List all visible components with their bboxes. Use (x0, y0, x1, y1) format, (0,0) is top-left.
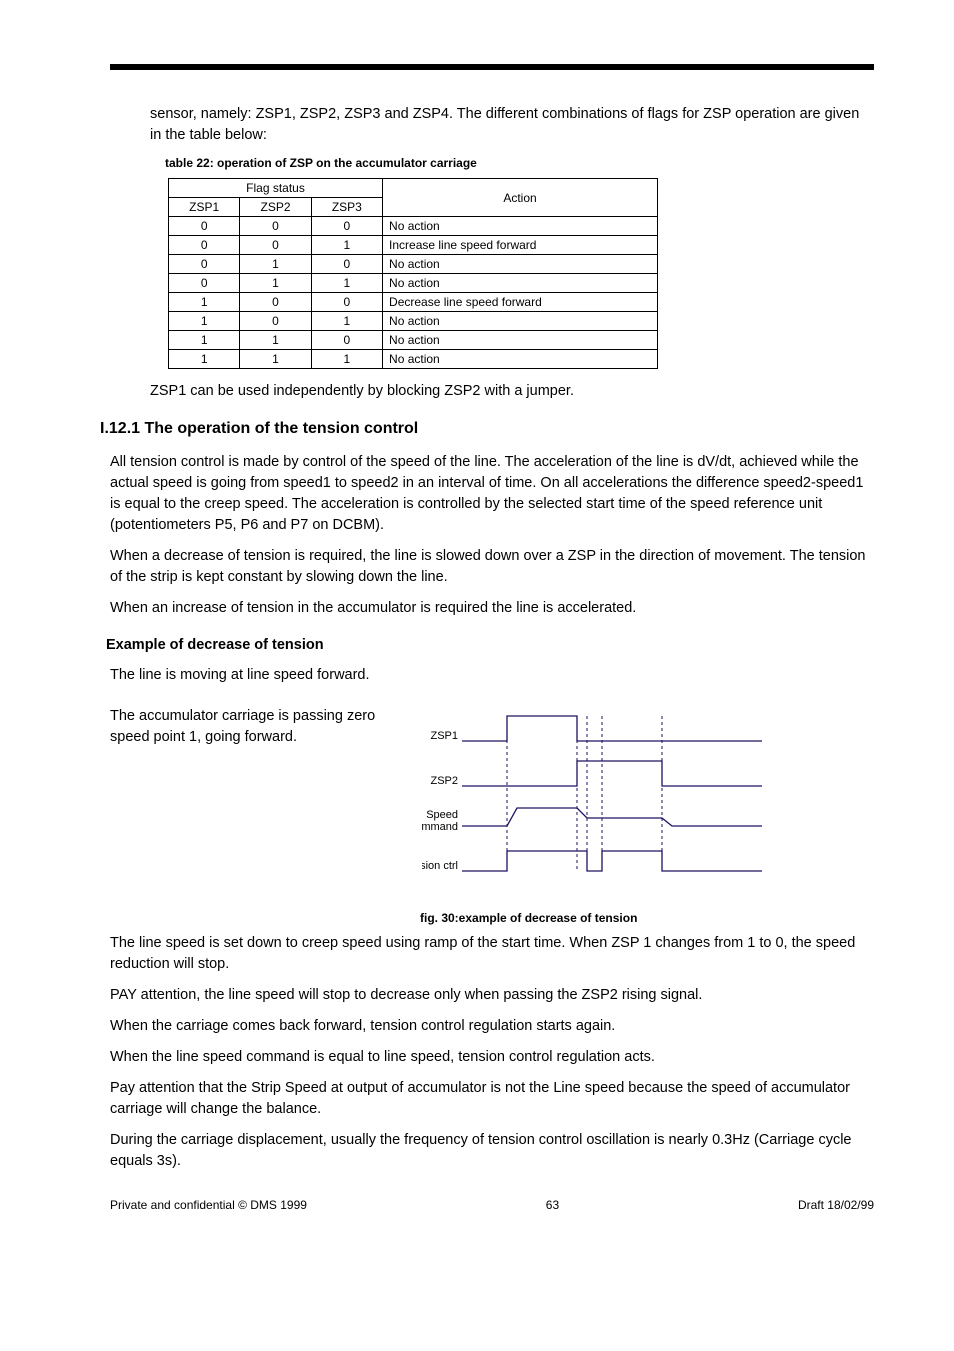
table-cell-action: No action (383, 217, 658, 236)
example-intro: The line is moving at line speed forward… (110, 665, 874, 686)
sect1-p1: All tension control is made by control o… (110, 452, 874, 536)
table-cell: 0 (240, 293, 311, 312)
table-cell: 0 (169, 274, 240, 293)
table-row: 100Decrease line speed forward (169, 293, 658, 312)
table-row: 101No action (169, 312, 658, 331)
table-cell: 0 (240, 312, 311, 331)
table-cell: 1 (311, 312, 382, 331)
section-heading: I.12.1 The operation of the tension cont… (100, 420, 874, 438)
table-header-action: Action (383, 179, 658, 217)
table-cell: 1 (240, 255, 311, 274)
table-cell: 1 (240, 331, 311, 350)
table-cell-action: No action (383, 312, 658, 331)
example-heading: Example of decrease of tension (106, 637, 874, 653)
svg-text:ZSP2: ZSP2 (430, 775, 458, 787)
table-cell: 0 (240, 236, 311, 255)
col-zsp2: ZSP2 (240, 198, 311, 217)
example-p1: The line speed is set down to creep spee… (110, 933, 874, 975)
table-cell: 1 (169, 350, 240, 369)
example-side-text: The accumulator carriage is passing zero… (110, 706, 422, 748)
table-row: 010No action (169, 255, 658, 274)
table-cell: 0 (311, 255, 382, 274)
zsp-table: Flag status Action ZSP1 ZSP2 ZSP3 000No … (168, 178, 658, 369)
table-row: 011No action (169, 274, 658, 293)
table-cell: 0 (169, 236, 240, 255)
table-cell: 1 (240, 350, 311, 369)
table-cell: 0 (240, 217, 311, 236)
timing-diagram: ZSP1 ZSP2 Speedcommand Tension ctrl (422, 706, 792, 896)
table-row: 001Increase line speed forward (169, 236, 658, 255)
table-cell: 0 (169, 217, 240, 236)
table-cell-action: No action (383, 274, 658, 293)
col-zsp1: ZSP1 (169, 198, 240, 217)
table-row: 110No action (169, 331, 658, 350)
example-p3: When the carriage comes back forward, te… (110, 1016, 874, 1037)
table-row: 000No action (169, 217, 658, 236)
table-cell: 1 (169, 293, 240, 312)
example-p6: During the carriage displacement, usuall… (110, 1130, 874, 1172)
svg-text:ZSP1: ZSP1 (430, 730, 458, 742)
example-p2: PAY attention, the line speed will stop … (110, 985, 874, 1006)
table-cell: 1 (169, 331, 240, 350)
table-cell: 1 (169, 312, 240, 331)
example-p5: Pay attention that the Strip Speed at ou… (110, 1078, 874, 1120)
table-cell-action: No action (383, 331, 658, 350)
figure-caption: fig. 30:example of decrease of tension (420, 911, 874, 925)
table-cell: 0 (311, 331, 382, 350)
sect1-p2: When a decrease of tension is required, … (110, 546, 874, 588)
svg-text:command: command (422, 821, 458, 833)
sect1-p3: When an increase of tension in the accum… (110, 598, 874, 619)
table-note: ZSP1 can be used independently by blocki… (150, 381, 874, 402)
table-cell-action: No action (383, 350, 658, 369)
table-cell-action: Increase line speed forward (383, 236, 658, 255)
table-cell-action: Decrease line speed forward (383, 293, 658, 312)
table-cell-action: No action (383, 255, 658, 274)
svg-text:Speed: Speed (426, 809, 458, 821)
table-header-flags: Flag status (169, 179, 383, 198)
svg-text:Tension ctrl: Tension ctrl (422, 860, 458, 872)
table-cell: 0 (311, 293, 382, 312)
footer-center: 63 (546, 1198, 559, 1212)
table-cell: 0 (311, 217, 382, 236)
example-p4: When the line speed command is equal to … (110, 1047, 874, 1068)
table-row: 111No action (169, 350, 658, 369)
footer-right: Draft 18/02/99 (798, 1198, 874, 1212)
table-cell: 1 (311, 274, 382, 293)
table-cell: 0 (169, 255, 240, 274)
table-caption: table 22: operation of ZSP on the accumu… (165, 156, 874, 170)
intro-paragraph: sensor, namely: ZSP1, ZSP2, ZSP3 and ZSP… (150, 104, 874, 146)
table-cell: 1 (311, 236, 382, 255)
top-rule (110, 64, 874, 70)
table-cell: 1 (311, 350, 382, 369)
table-cell: 1 (240, 274, 311, 293)
footer-left: Private and confidential © DMS 1999 (110, 1198, 307, 1212)
col-zsp3: ZSP3 (311, 198, 382, 217)
